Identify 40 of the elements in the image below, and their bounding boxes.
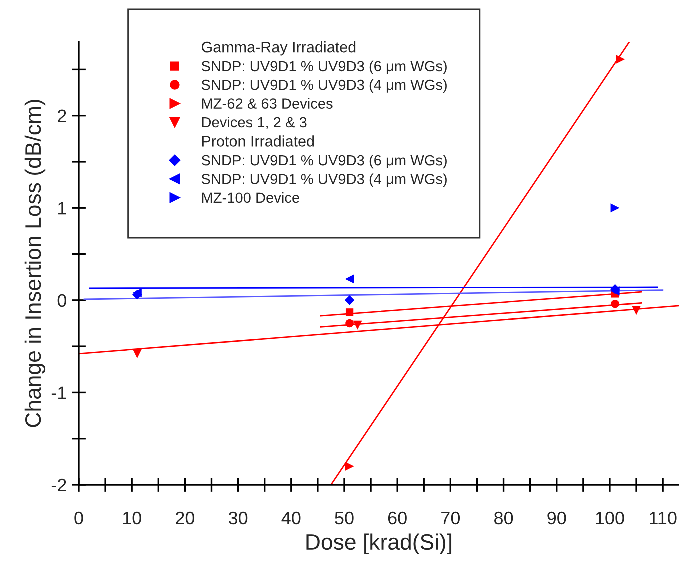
legend-label: SNDP: UV9D1 % UV9D3 (6 μm WGs) [202, 60, 447, 74]
point [610, 286, 620, 296]
point [353, 320, 362, 330]
y-tick-label: 1 [58, 202, 66, 215]
x-tick-label: 70 [442, 512, 460, 525]
x-tick-label: 90 [548, 512, 566, 525]
x-tick-label: 80 [494, 512, 514, 525]
point [611, 300, 620, 308]
point [346, 308, 354, 316]
point [344, 296, 355, 306]
point [345, 274, 354, 284]
legend-label: MZ-100 Device [202, 192, 300, 204]
legend-label: Devices 1, 2 & 3 [202, 116, 307, 130]
x-tick-label: 20 [176, 512, 195, 525]
annotation: Gamma-Ray Irradiated [202, 42, 356, 56]
y-tick-label: 0 [58, 294, 66, 308]
point [632, 306, 642, 316]
point [132, 349, 142, 358]
y-tick-label: -1 [52, 386, 66, 400]
x-tick-label: 30 [228, 512, 248, 525]
x-tick-label: 0 [74, 512, 84, 525]
annotation: Proton Irradiated [202, 136, 314, 147]
x-axis-title: Dose [krad(Si)] [306, 534, 452, 554]
point [610, 204, 620, 213]
y-tick-label: -2 [52, 478, 66, 492]
point [346, 319, 354, 328]
x-tick-label: 10 [123, 512, 142, 525]
x-tick-label: 40 [282, 512, 301, 525]
legend-label: MZ-62 & 63 Devices [202, 98, 333, 109]
point [345, 462, 354, 472]
y-axis-title: Change in Insertion Loss (dB/cm) [24, 100, 46, 428]
y-tick-label: 2 [58, 110, 66, 122]
x-tick-label: 110 [650, 512, 677, 525]
x-tick-label: 60 [388, 512, 407, 525]
x-tick-label: 50 [335, 512, 354, 525]
legend-label: SNDP: UV9D1 % UV9D3 (4 μm WGs) [202, 80, 447, 94]
legend-label: SNDP: UV9D1 % UV9D3 (4 μm WGs) [202, 174, 447, 188]
point [616, 55, 626, 64]
x-tick-label: 100 [596, 512, 624, 525]
legend-label: SNDP: UV9D1 % UV9D3 (6 μm WGs) [202, 154, 447, 169]
